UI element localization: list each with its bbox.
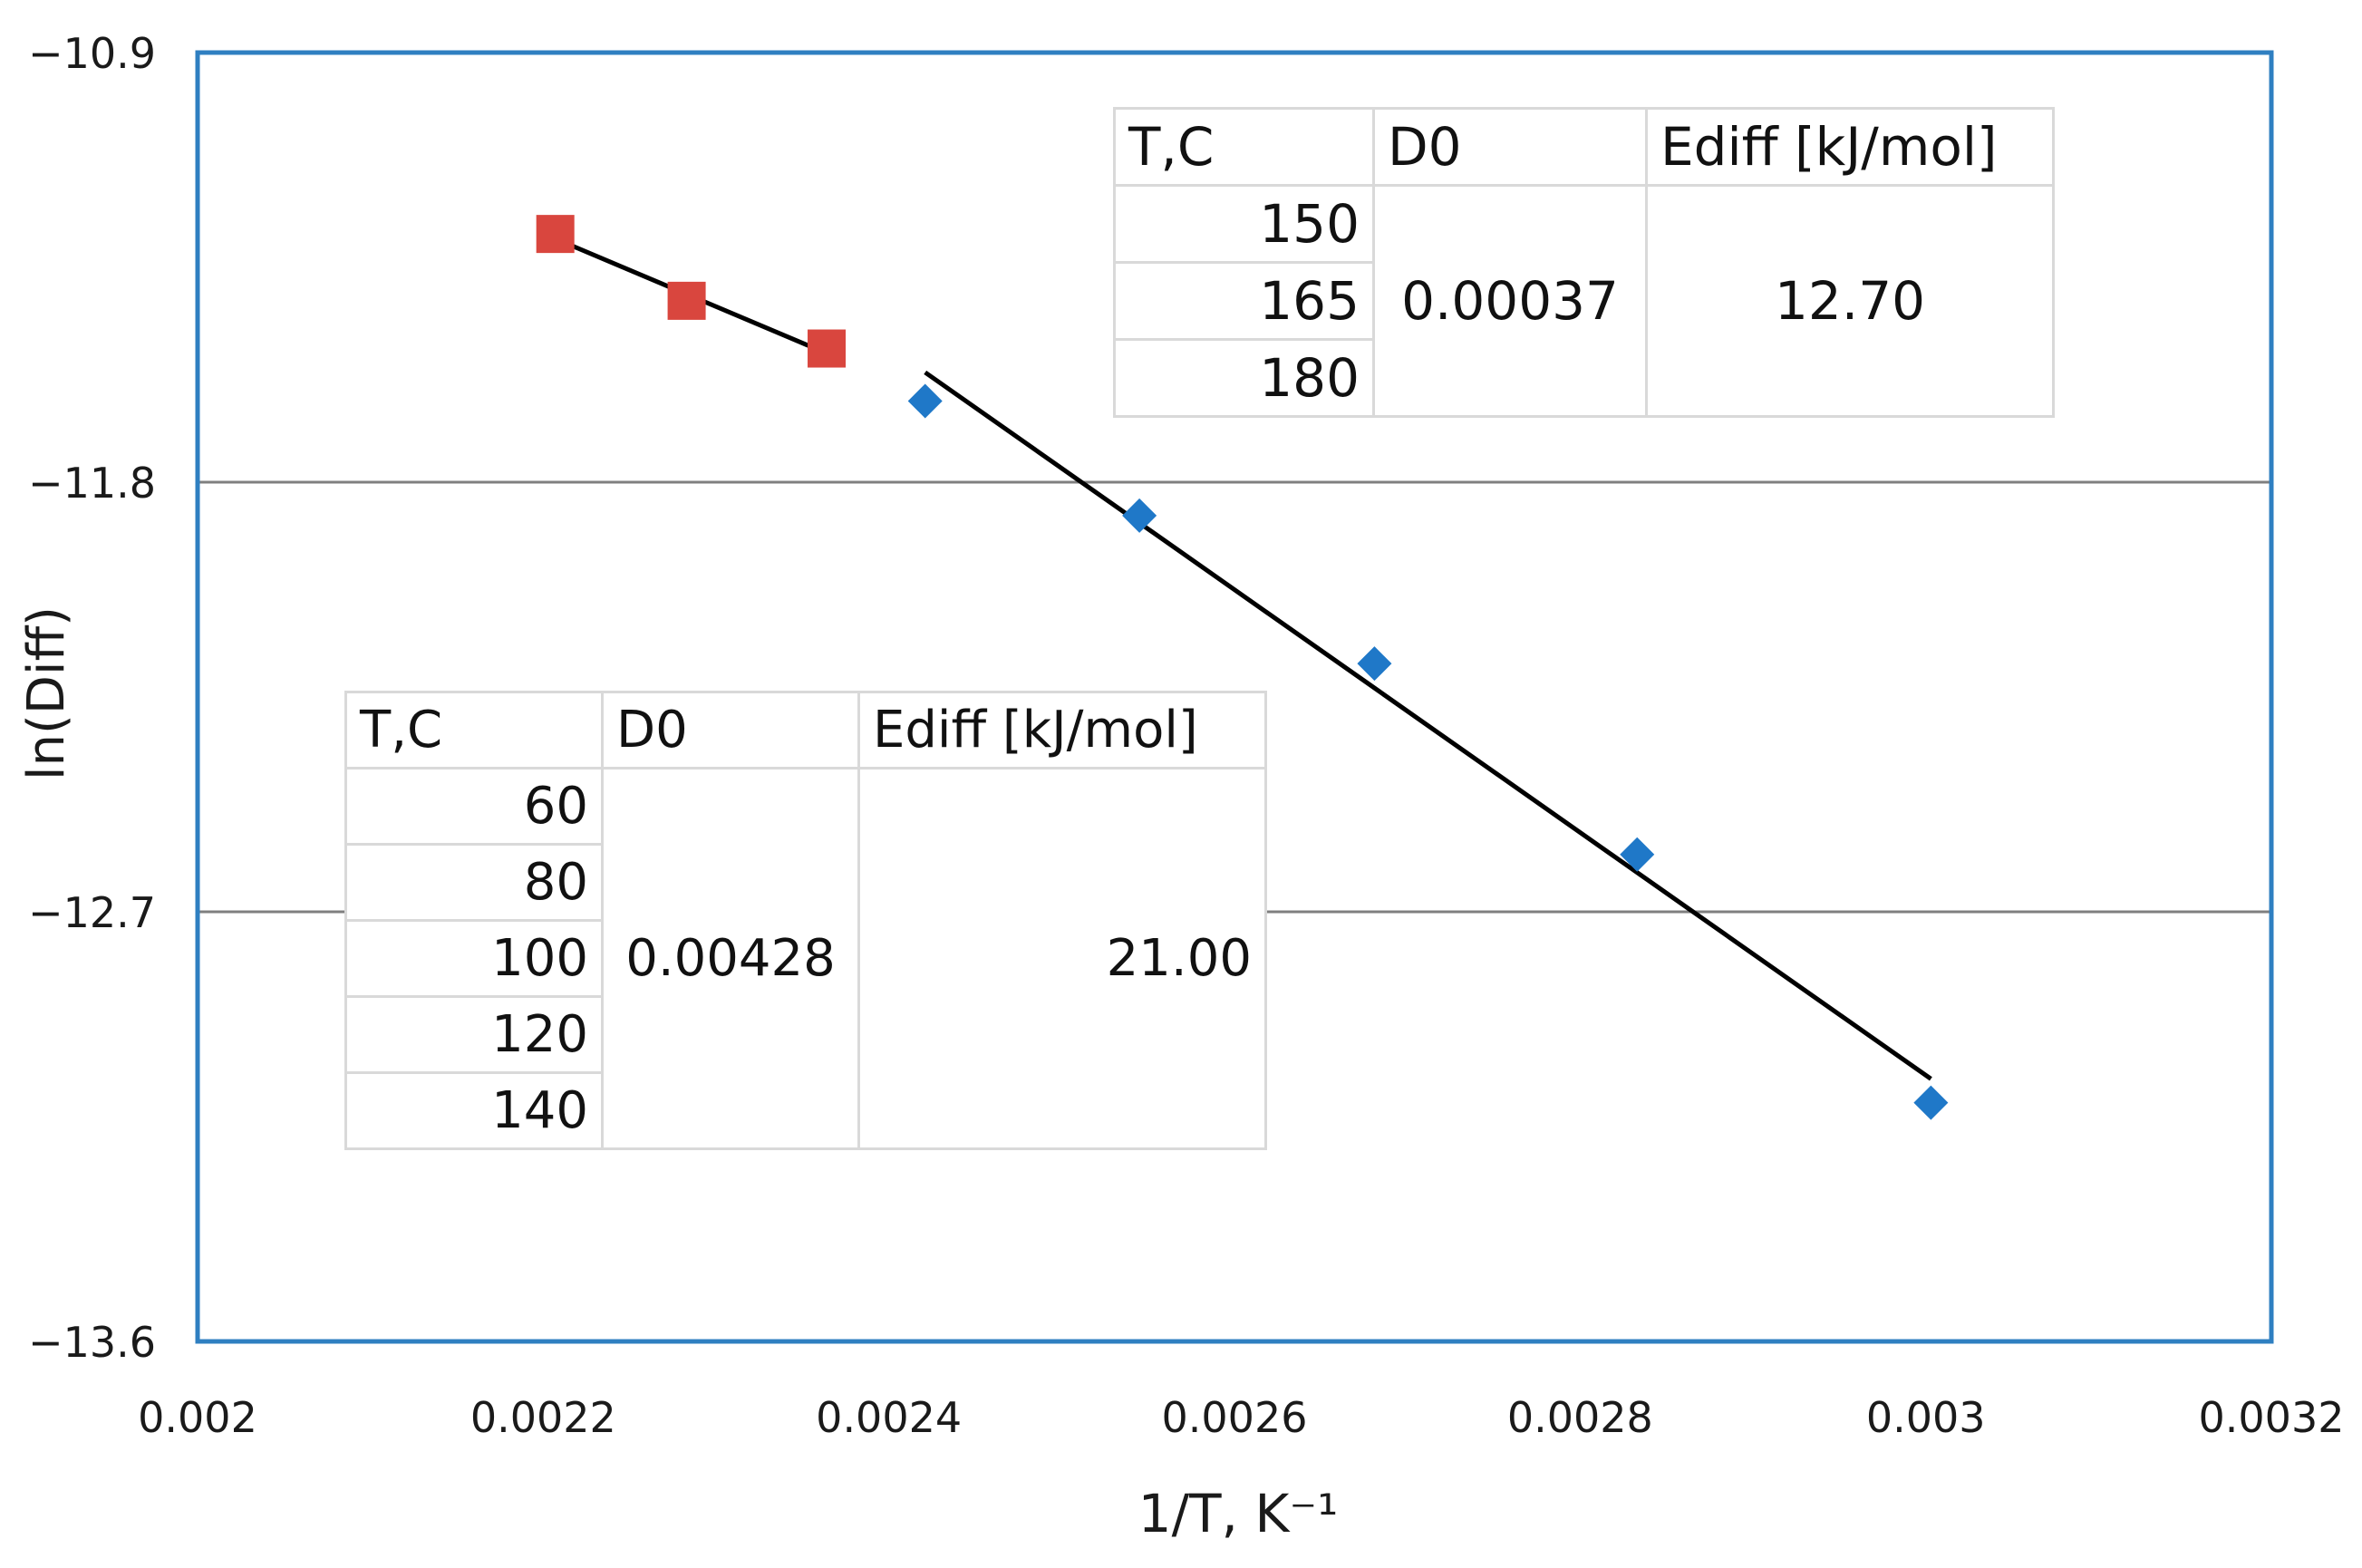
table-row: 80 <box>344 843 1266 922</box>
params-table-low-temp: T,C D0 Ediff [kJ/mol] 60 0.00428 21.00 8… <box>344 691 1267 1150</box>
x-tick-label: 0.003 <box>1866 1393 1986 1442</box>
y-tick-label: −12.7 <box>28 888 156 937</box>
data-point-diamond <box>1357 646 1392 682</box>
x-tick-label: 0.0024 <box>816 1393 962 1442</box>
header-d0: D0 <box>601 691 860 769</box>
temperature-cell: 80 <box>344 843 604 922</box>
temperature-cell: 120 <box>344 995 604 1074</box>
header-ediff: Ediff [kJ/mol] <box>857 691 1267 769</box>
trendline-series-2 <box>924 370 1932 1081</box>
data-point-diamond <box>1913 1085 1949 1120</box>
table-header-row: T,C D0 Ediff [kJ/mol] <box>1113 107 2055 187</box>
table-row: 120 <box>344 995 1266 1074</box>
params-table-high-temp: T,C D0 Ediff [kJ/mol] 150 0.00037 12.70 … <box>1113 107 2055 418</box>
temperature-cell: 165 <box>1113 261 1375 341</box>
plot-area-border <box>195 50 2274 1344</box>
x-tick-label: 0.0026 <box>1162 1393 1308 1442</box>
x-tick-label: 0.0022 <box>470 1393 616 1442</box>
data-point-diamond <box>1122 498 1157 533</box>
y-axis-title: ln(Diff) <box>17 606 76 780</box>
ediff-value: 21.00 <box>857 767 1267 1150</box>
y-tick-label: −13.6 <box>28 1318 156 1367</box>
temperature-cell: 150 <box>1113 184 1375 264</box>
temperature-cell: 100 <box>344 919 604 998</box>
table-row: 180 <box>1113 338 2054 418</box>
d0-value: 0.00428 <box>601 767 860 1150</box>
data-point-diamond <box>1620 837 1655 872</box>
table-header-row: T,C D0 Ediff [kJ/mol] <box>344 691 1267 769</box>
y-tick-label: −11.8 <box>28 459 156 508</box>
x-tick-label: 0.002 <box>138 1393 257 1442</box>
data-point-square <box>536 215 575 254</box>
data-point-square <box>667 281 706 320</box>
ediff-value: 12.70 <box>1645 184 2055 418</box>
table-row: 150 0.00037 12.70 <box>1113 184 2055 418</box>
temperature-cell: 180 <box>1113 338 1375 418</box>
header-ediff: Ediff [kJ/mol] <box>1645 107 2055 187</box>
data-point-square <box>808 329 847 368</box>
d0-value: 0.00037 <box>1372 184 1648 418</box>
table-row: 165 <box>1113 261 2054 341</box>
data-points <box>536 215 1949 1120</box>
header-temperature: T,C <box>344 691 604 769</box>
header-d0: D0 <box>1372 107 1648 187</box>
x-tick-label: 0.0032 <box>2199 1393 2345 1442</box>
table-row: 140 <box>344 1071 1266 1150</box>
x-tick-label: 0.0028 <box>1507 1393 1653 1442</box>
tick-labels: −10.9 −11.8 −12.7 −13.6 0.002 0.0022 0.0024 0.0… <box>28 29 2344 1442</box>
table-row: 100 <box>344 919 1266 998</box>
table-row: 60 0.00428 21.00 <box>344 767 1267 1150</box>
data-point-diamond <box>907 383 943 419</box>
header-temperature: T,C <box>1113 107 1375 187</box>
temperature-cell: 140 <box>344 1071 604 1150</box>
temperature-cell: 60 <box>344 767 604 846</box>
y-tick-label: −10.9 <box>28 29 156 78</box>
x-axis-title: 1/T, K⁻¹ <box>1138 1483 1339 1544</box>
